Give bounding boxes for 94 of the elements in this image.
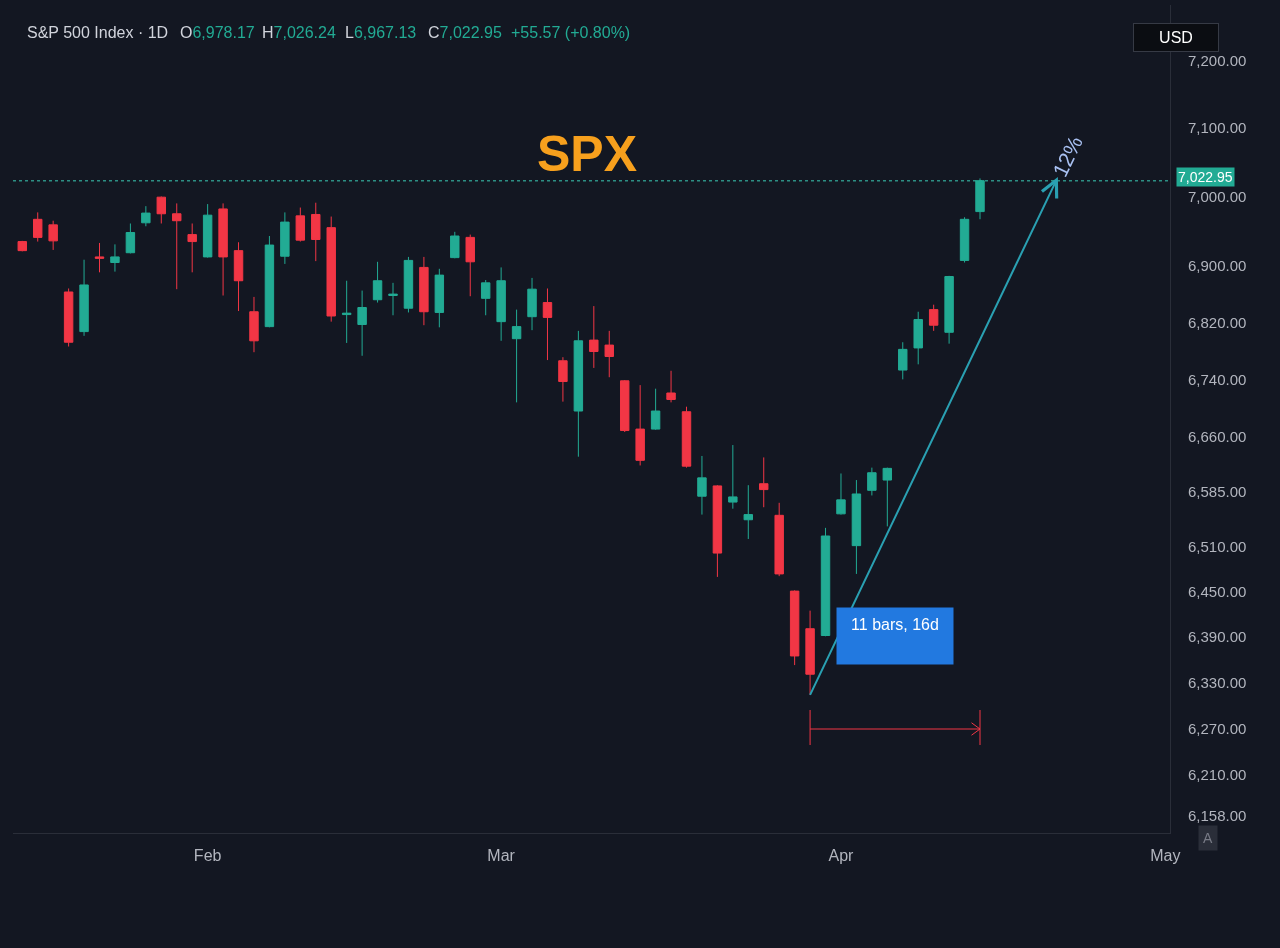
y-tick-label: 6,210.00	[1188, 766, 1247, 784]
candlestick	[17, 240, 27, 252]
y-tick-label: 6,158.00	[1188, 806, 1247, 824]
candlestick	[202, 203, 213, 259]
y-tick-label: 6,820.00	[1188, 313, 1247, 331]
candlestick	[867, 467, 877, 496]
annotation: +55.57 (+0.80%)	[511, 24, 631, 41]
candlestick	[589, 305, 599, 369]
candlestick	[542, 287, 553, 361]
y-tick-label: 6,390.00	[1188, 628, 1247, 646]
candlestick	[774, 502, 784, 577]
candlestick	[465, 234, 475, 297]
y-tick-label: 6,510.00	[1188, 538, 1247, 556]
candlestick	[295, 207, 306, 243]
candlestick	[141, 205, 151, 227]
candlestick	[187, 222, 197, 273]
candlestick	[311, 202, 321, 262]
candlestick	[882, 467, 893, 527]
candlestick	[249, 296, 259, 353]
candlestick	[573, 330, 584, 458]
y-tick-label: 7,200.00	[1188, 51, 1247, 69]
y-tick-label: 6,270.00	[1188, 719, 1247, 737]
candlestick	[48, 220, 58, 251]
candlestick	[851, 479, 862, 575]
candlestick	[697, 455, 707, 516]
candlestick	[403, 256, 414, 313]
annotation: H7,026.24	[262, 24, 336, 41]
candlestick	[975, 177, 985, 220]
candlestick	[789, 589, 800, 666]
annotation: C7,022.95	[428, 24, 502, 41]
candlestick	[619, 379, 630, 433]
candlestick	[450, 231, 460, 259]
annotation: USD	[1159, 29, 1193, 46]
candlestick	[434, 268, 445, 328]
candlestick	[666, 370, 676, 403]
candlestick	[264, 235, 275, 328]
candlestick	[928, 304, 939, 332]
candlestick	[527, 277, 537, 331]
candlestick	[94, 242, 105, 273]
candlestick	[836, 472, 846, 516]
annotation: 11 bars, 16d	[851, 616, 939, 633]
candlestick	[728, 444, 738, 510]
candlestick	[388, 282, 398, 316]
candlestick	[156, 195, 167, 224]
candlestick	[712, 484, 723, 578]
y-tick-label: 7,000.00	[1188, 187, 1247, 205]
x-tick-label: Apr	[828, 847, 855, 865]
candlestick	[511, 309, 522, 403]
text: A	[1203, 830, 1213, 846]
candlestick	[898, 341, 908, 380]
candlestick	[759, 456, 769, 508]
candlestick	[496, 266, 506, 342]
x-tick-label: May	[1150, 847, 1181, 865]
x-tick-label: Feb	[193, 847, 222, 865]
candlestick	[172, 202, 182, 290]
x-tick-label: Mar	[487, 847, 516, 865]
candlestick	[233, 241, 244, 312]
candlestick	[558, 356, 568, 403]
text: S&P 500 Index · 1D	[27, 24, 169, 41]
candlestick	[326, 216, 336, 323]
candlestick	[959, 216, 970, 264]
candlestick	[125, 222, 136, 254]
ref-line-label: 7,022.95	[1178, 169, 1233, 185]
candlestick	[913, 311, 923, 365]
candlestick	[635, 384, 645, 466]
candlestick	[681, 406, 692, 469]
candlestick	[743, 484, 754, 540]
candlestick	[110, 243, 120, 273]
candlestick	[820, 527, 831, 637]
annotation: O6,978.17	[180, 24, 255, 41]
candlestick	[357, 290, 367, 357]
text: SPX	[536, 125, 638, 182]
candlestick	[63, 287, 74, 348]
y-tick-label: 6,585.00	[1188, 483, 1247, 501]
annotation: L6,967.13	[345, 24, 417, 41]
candlestick	[944, 275, 954, 345]
candlestick	[805, 610, 815, 696]
candlestick	[372, 261, 383, 304]
candlestick	[419, 256, 429, 326]
candlestick	[341, 280, 352, 344]
annotation: 12%	[1048, 132, 1087, 181]
y-tick-label: 6,330.00	[1188, 673, 1247, 691]
candlestick	[480, 279, 491, 316]
y-tick-label: 6,450.00	[1188, 583, 1247, 601]
y-tick-label: 6,660.00	[1188, 428, 1247, 446]
candlestick	[604, 330, 614, 378]
y-tick-label: 6,900.00	[1188, 257, 1247, 275]
y-tick-label: 7,100.00	[1188, 119, 1247, 137]
y-tick-label: 6,740.00	[1188, 370, 1247, 388]
candlestick	[650, 388, 661, 431]
candlestick	[79, 259, 89, 337]
candlestick	[218, 202, 228, 297]
candlestick	[280, 211, 290, 265]
candlestick	[33, 211, 43, 243]
